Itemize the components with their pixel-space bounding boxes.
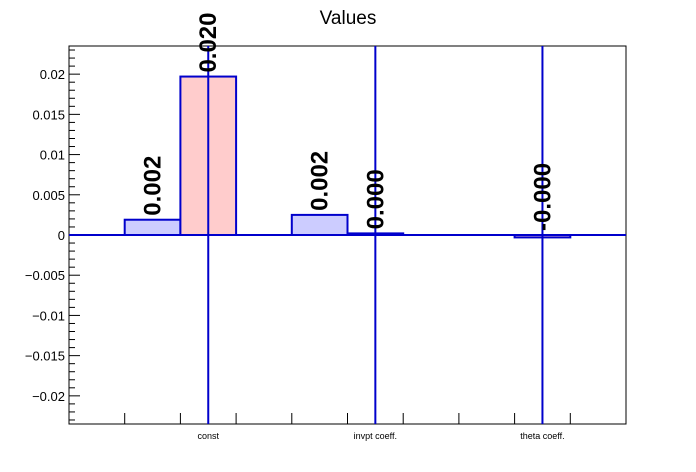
bar	[123, 218, 182, 236]
bar-value-label: 0.002	[140, 156, 167, 216]
bar-labels: 0.002 0.020 0.002 0.000 -0.000	[140, 12, 557, 231]
x-tick-label: const	[197, 431, 219, 441]
bar-value-label: 0.002	[307, 151, 334, 211]
x-tick-label: invpt coeff.	[354, 431, 397, 441]
y-axis: −0.02 −0.015 −0.01 −0.005 0 0.005 0.01 0.015 0.0…	[25, 46, 80, 424]
bar-value-label: 0.020	[195, 12, 222, 72]
y-tick-label: 0.015	[32, 107, 65, 122]
y-tick-label: −0.02	[32, 389, 65, 404]
y-tick-label: −0.015	[25, 349, 65, 364]
y-tick-label: 0.005	[32, 188, 65, 203]
y-tick-label: 0.01	[40, 148, 65, 163]
x-tick-label: theta coeff.	[520, 431, 564, 441]
y-tick-label: −0.005	[25, 268, 65, 283]
x-axis: const invpt coeff. theta coeff.	[124, 413, 627, 441]
y-tick-label: 0	[58, 228, 65, 243]
bar-value-label: 0.000	[362, 169, 389, 229]
chart-title: Values	[320, 8, 377, 29]
y-tick-label: 0.02	[40, 67, 65, 82]
bar	[290, 213, 349, 236]
y-tick-label: −0.01	[32, 308, 65, 323]
bar-value-label: -0.000	[529, 163, 556, 231]
